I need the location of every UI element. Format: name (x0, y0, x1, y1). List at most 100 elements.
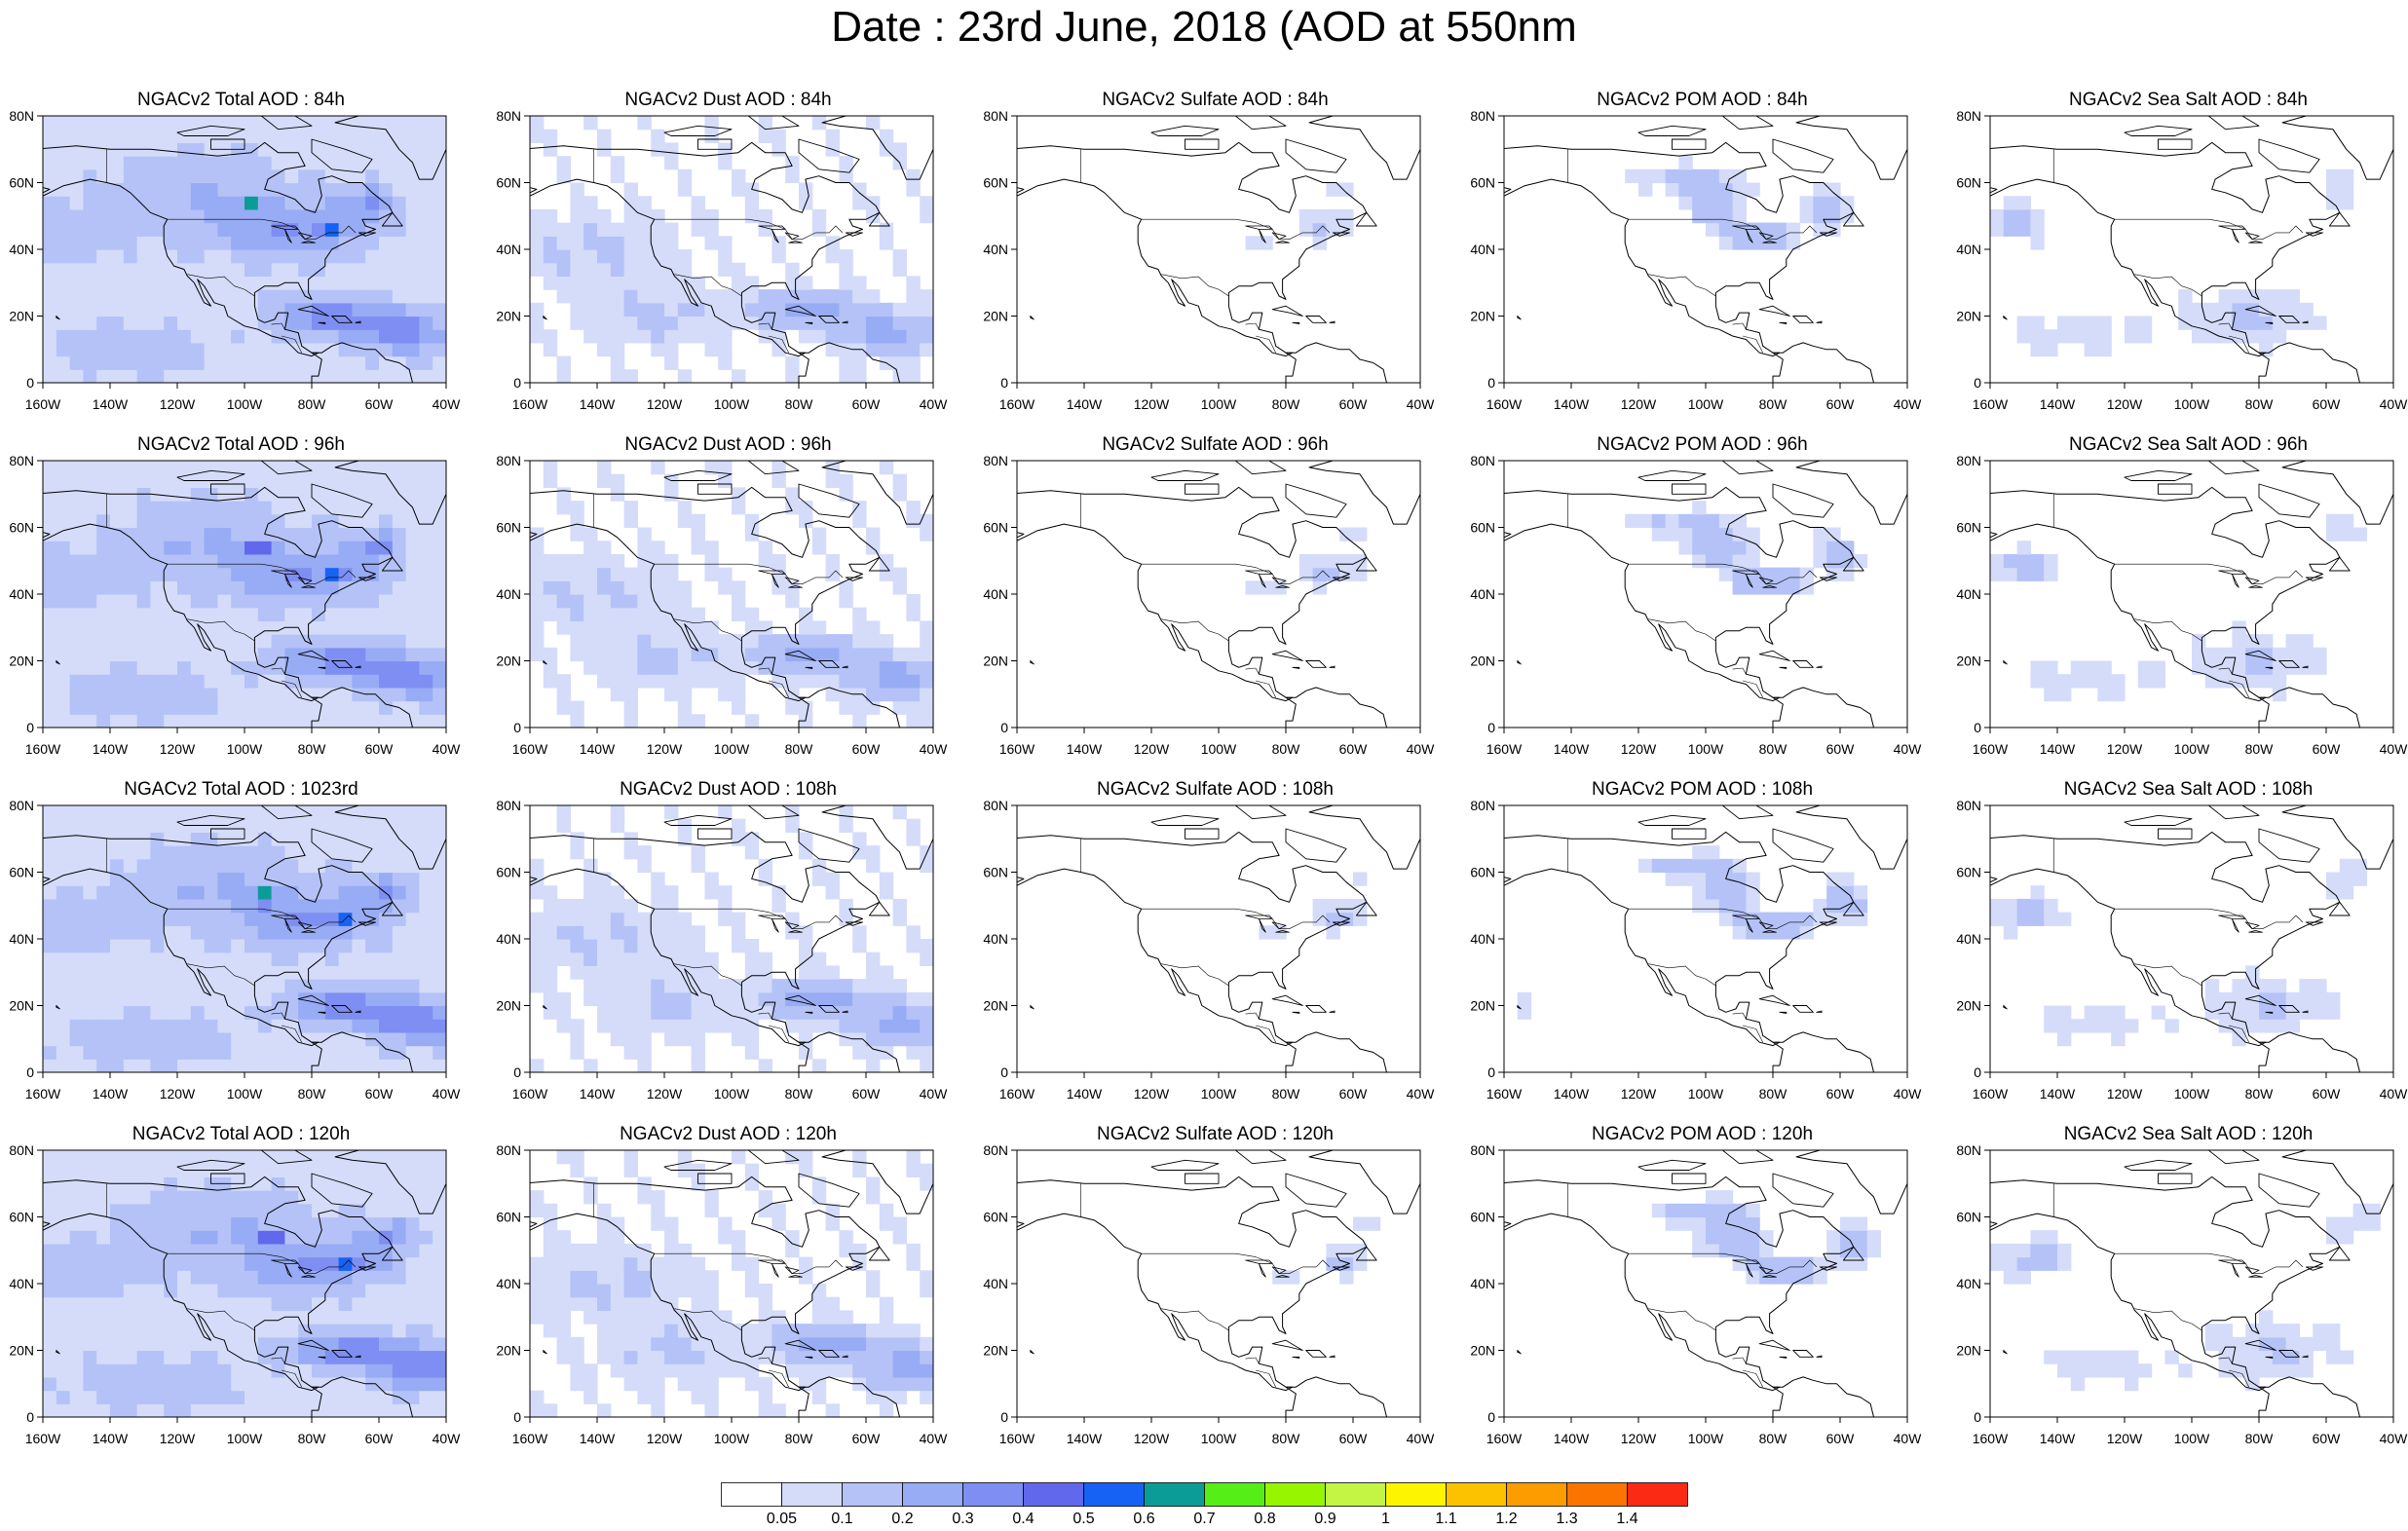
coastline-island (1332, 921, 1350, 926)
lon-tick-label: 140W (580, 396, 616, 412)
political-border (674, 274, 742, 297)
lat-tick-label: 80N (496, 798, 521, 813)
coastline-south-america (311, 1376, 413, 1417)
lon-tick-label: 100W (2174, 1086, 2210, 1102)
great-lake (2244, 577, 2260, 585)
lon-tick-label: 60W (2313, 741, 2342, 757)
coastline-island (747, 461, 800, 475)
great-lake (1271, 232, 1287, 241)
lon-tick-label: 40W (1407, 1086, 1436, 1102)
political-border (654, 563, 844, 584)
lon-tick-label: 160W (25, 396, 61, 412)
political-border (2218, 1012, 2233, 1020)
coastline-island (1816, 1010, 1823, 1014)
lat-tick-label: 40N (1470, 931, 1495, 947)
great-lake (2244, 1266, 2260, 1275)
coastline-island (355, 1355, 361, 1359)
great-lake (284, 1263, 292, 1278)
coastline-island (784, 1339, 816, 1351)
great-lake (284, 574, 292, 588)
panel-title: NGACv2 POM AOD : 96h (1597, 434, 1808, 455)
map-total: 80N 60N 40N 20N 0 160W 140W 120W 100W 80W 60W 40W (9, 798, 461, 1102)
coastline-island (1285, 1173, 1347, 1208)
colorbar-swatch (781, 1482, 843, 1507)
coastline-island (845, 577, 863, 581)
lat-tick-label: 40N (1470, 242, 1495, 257)
lat-tick-label: 80N (1470, 798, 1495, 813)
coastline-island (2158, 1173, 2193, 1184)
lat-tick-label: 60N (9, 175, 34, 191)
map-panel-dust: NGACv2 Dust AOD : 96h 80N 60N 40N 20N 0 160W 14… (487, 434, 974, 775)
political-border (281, 1025, 302, 1043)
lat-tick-label: 60N (1470, 175, 1495, 191)
colorbar-swatch (902, 1482, 963, 1507)
political-border (2114, 218, 2304, 240)
lat-tick-label: 40N (1956, 242, 1981, 257)
political-border (2228, 1369, 2249, 1388)
coastline-island (747, 116, 800, 131)
lon-tick-label: 40W (920, 396, 949, 412)
lon-tick-label: 40W (2380, 396, 2408, 412)
political-border (281, 335, 302, 354)
coastline-island (1150, 814, 1220, 826)
great-lake (1275, 585, 1290, 588)
lon-tick-label: 160W (1973, 1431, 2009, 1446)
panel-title: NGACv2 Sulfate AOD : 108h (1097, 779, 1334, 800)
great-lake (771, 574, 779, 588)
panel-title: NGACv2 Sea Salt AOD : 108h (2063, 779, 2314, 800)
coastline-island (1329, 320, 1336, 324)
lon-tick-label: 60W (852, 1431, 882, 1446)
lon-tick-label: 40W (1407, 396, 1436, 412)
great-lake (297, 921, 313, 930)
lat-tick-label: 60N (1956, 175, 1981, 191)
lon-tick-label: 80W (2245, 741, 2275, 757)
coastline-greenland (821, 1150, 933, 1214)
political-border (654, 1252, 844, 1274)
coastline-island (1637, 814, 1707, 826)
panel-title: NGACv2 Dust AOD : 108h (620, 779, 837, 800)
political-border (1245, 322, 1260, 330)
coastline-island (1234, 461, 1287, 475)
lat-tick-label: 20N (496, 653, 521, 669)
political-border (1161, 963, 1229, 987)
colorbar-swatch (1083, 1482, 1145, 1507)
lon-tick-label: 60W (1339, 1086, 1369, 1102)
coastline-greenland (821, 461, 933, 525)
coastline-island (1271, 994, 1303, 1006)
lon-tick-label: 160W (512, 396, 548, 412)
coastline-island (1234, 805, 1287, 820)
coastline-island (1292, 321, 1300, 324)
political-border (167, 218, 357, 240)
coastline-island (210, 1173, 245, 1184)
great-lake (284, 918, 292, 933)
coastline-island (1779, 1011, 1787, 1014)
lon-tick-label: 40W (1894, 741, 1923, 757)
great-lake (284, 229, 292, 243)
political-border (187, 274, 255, 297)
lat-tick-label: 40N (496, 931, 521, 947)
coastline-island (818, 316, 840, 323)
map-panel-total: NGACv2 Total AOD : 120h 80N 60N 40N 20N 0 160W… (0, 1124, 487, 1465)
lon-tick-label: 80W (2245, 396, 2275, 412)
coastline-island (2305, 921, 2323, 926)
coastline-island (1329, 1355, 1336, 1359)
lat-tick-label: 20N (9, 309, 34, 324)
lat-tick-label: 20N (1956, 653, 1981, 669)
coastline-island (1772, 828, 1834, 863)
coastline-island (805, 1356, 813, 1359)
lat-tick-label: 20N (9, 998, 34, 1014)
political-border (271, 322, 285, 330)
great-lake (1746, 1263, 1753, 1278)
lat-tick-label: 40N (496, 242, 521, 257)
lon-tick-label: 80W (2245, 1086, 2275, 1102)
lon-tick-label: 120W (160, 741, 196, 757)
lon-tick-label: 160W (999, 741, 1035, 757)
lat-tick-label: 20N (1956, 309, 1981, 324)
coastline-island (842, 1355, 848, 1359)
great-lake (1762, 1275, 1777, 1278)
political-border (674, 1308, 742, 1331)
political-border (1255, 335, 1276, 354)
coastline-island (2124, 1159, 2193, 1171)
coastline-greenland (1795, 805, 1907, 870)
lat-tick-label: 0 (1000, 720, 1008, 735)
